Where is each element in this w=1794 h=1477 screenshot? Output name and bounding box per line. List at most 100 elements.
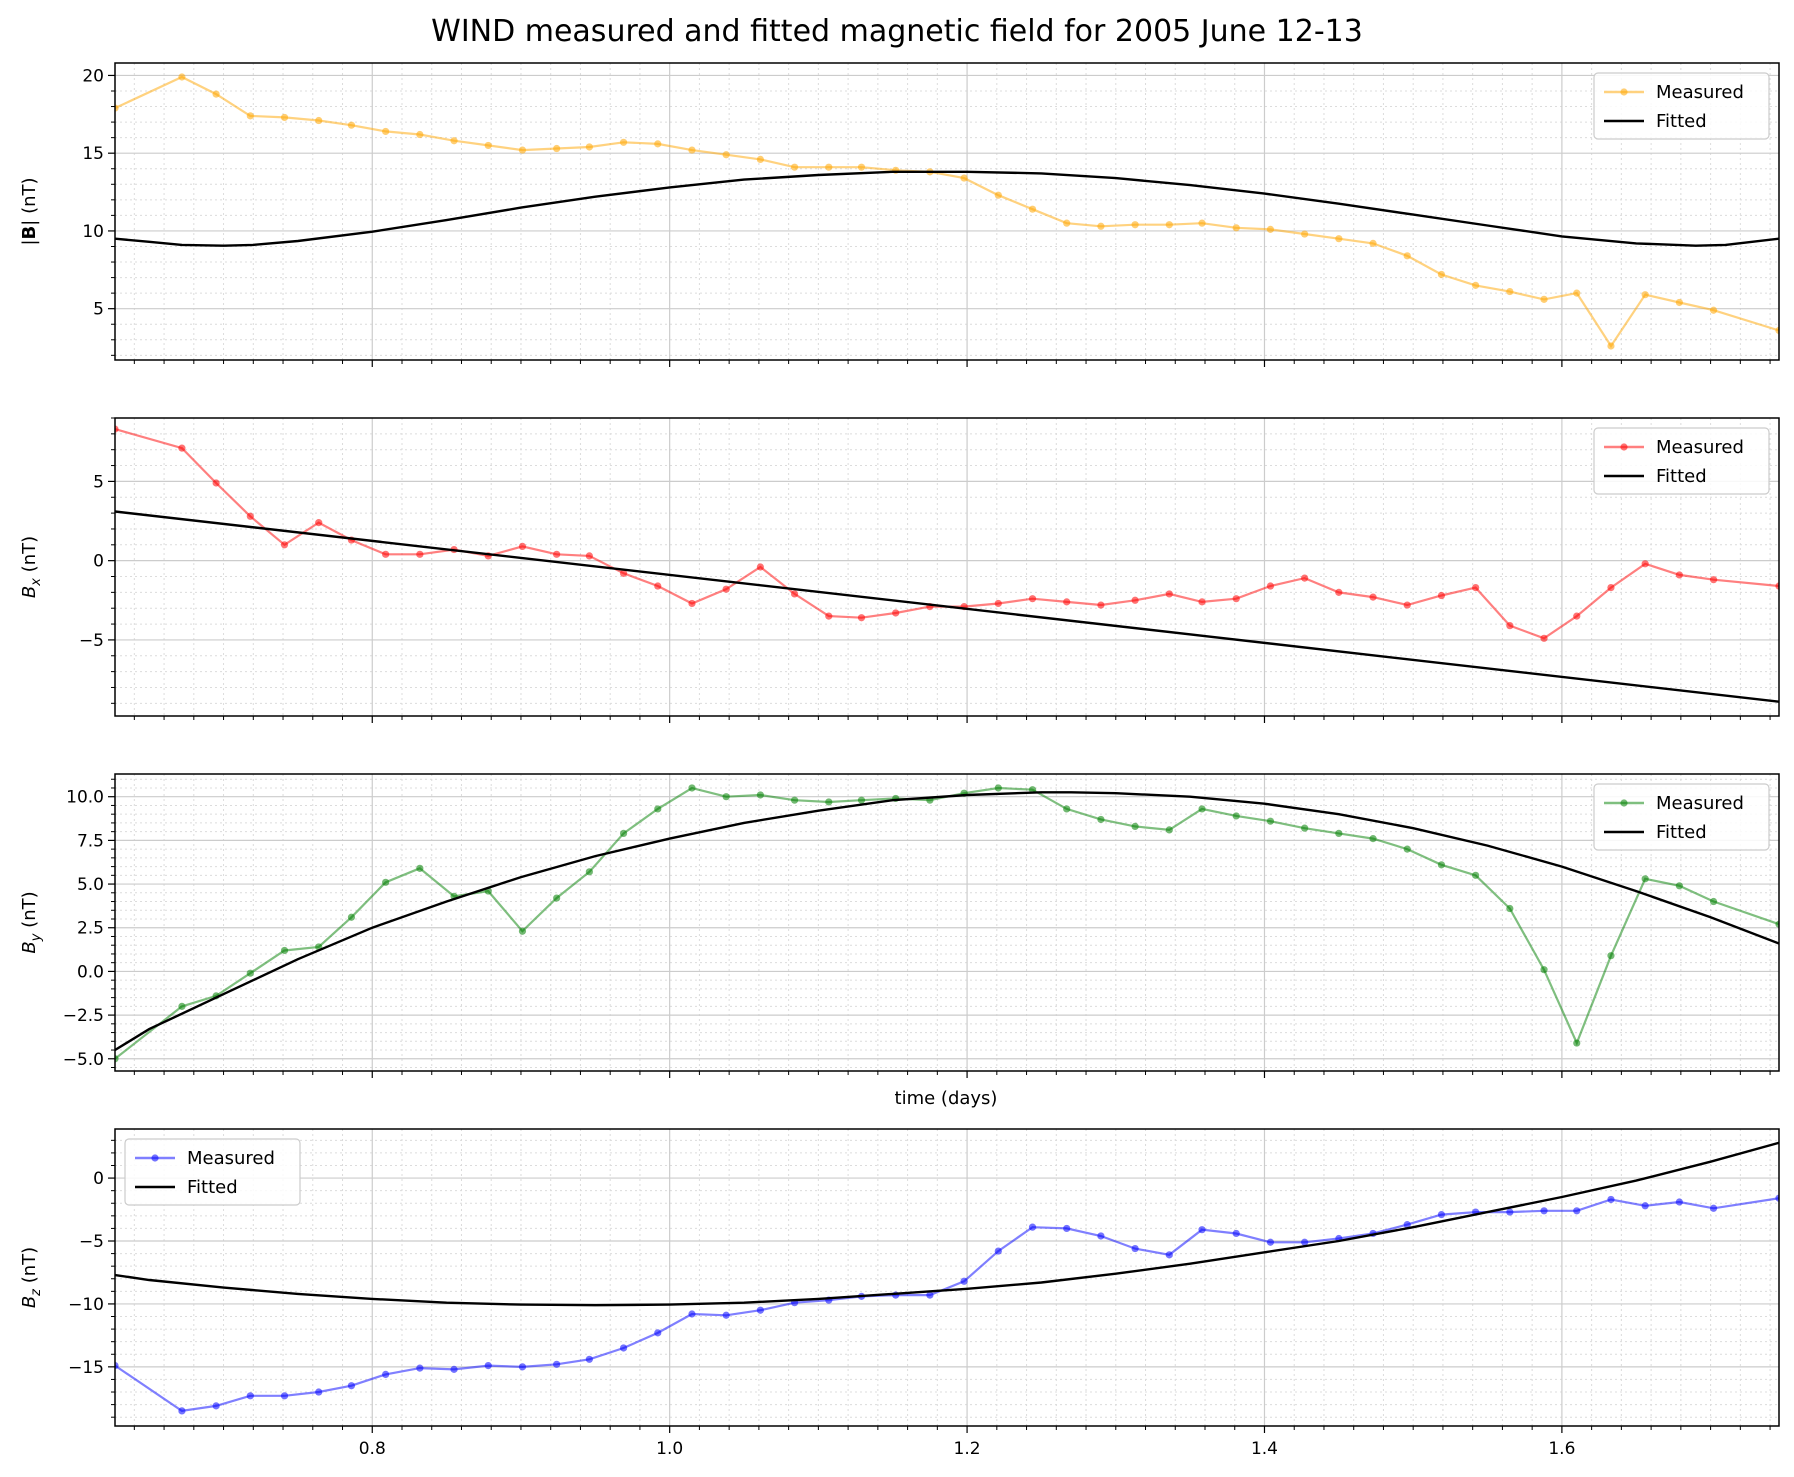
measured-data-point	[722, 151, 730, 159]
legend-label: Fitted	[187, 1177, 238, 1198]
legend-label: Fitted	[1656, 822, 1707, 843]
legend-label: Measured	[1656, 437, 1744, 458]
measured-data-point	[115, 104, 119, 112]
measured-data-point	[1641, 875, 1649, 883]
measured-data-point	[619, 569, 628, 577]
measured-data-point	[994, 784, 1002, 792]
y-tick-label: 7.5	[77, 831, 104, 851]
measured-data-point	[1403, 601, 1411, 609]
y-tick-label: −15	[68, 1358, 104, 1378]
y-tick-label: 0.0	[77, 962, 104, 982]
measured-data-point	[585, 868, 593, 876]
measured-data-point	[246, 969, 254, 977]
y-tick-label: −5.0	[63, 1050, 104, 1070]
measured-data-point	[1369, 239, 1377, 247]
legend: Measured Fitted	[1593, 783, 1770, 851]
measured-data-point	[688, 146, 696, 154]
measured-data-point	[1028, 205, 1037, 213]
measured-data-point	[722, 793, 730, 801]
measured-data-point	[1165, 826, 1173, 834]
measured-data-point	[553, 894, 561, 902]
measured-data-point	[654, 140, 662, 148]
measured-data-point	[1369, 593, 1377, 601]
panel-By: −5.0 −2.5 0.0 2.5 5.0 7.5 10.0 By (nT) Measured F…	[19, 773, 1780, 1078]
measured-data-point	[1540, 1207, 1548, 1215]
measured-data-point	[960, 1277, 968, 1285]
measured-data-point	[347, 1382, 356, 1390]
legend: Measured Fitted	[1593, 427, 1770, 495]
measured-data-point	[1506, 904, 1514, 913]
measured-data-point	[1301, 574, 1309, 582]
y-tick-label: 15	[82, 144, 104, 164]
measured-data-point	[688, 784, 696, 792]
measured-data-point	[1573, 1207, 1581, 1215]
measured-data-point	[1709, 306, 1718, 314]
y-tick-label: −5	[79, 631, 104, 651]
measured-data-point	[178, 1002, 186, 1010]
measured-data-point	[1403, 1221, 1411, 1229]
measured-data-point	[416, 864, 424, 872]
measured-data-point	[1335, 235, 1343, 243]
measured-data-point	[756, 1306, 764, 1314]
legend-marker	[1620, 799, 1628, 807]
measured-data-point	[347, 121, 356, 129]
measured-data-point	[1709, 897, 1718, 906]
measured-data-point	[518, 927, 527, 935]
fitted-series-line	[115, 510, 1779, 703]
measured-data-point	[416, 550, 424, 558]
y-tick-label: −10	[68, 1295, 104, 1315]
measured-data-point	[246, 112, 254, 120]
measured-series-line	[115, 1197, 1779, 1413]
measured-data-point	[825, 612, 833, 620]
legend-marker	[1620, 88, 1628, 96]
measured-data-point	[1540, 634, 1548, 642]
x-tick-label: 1.2	[954, 1439, 981, 1459]
measured-series-line	[115, 786, 1779, 1060]
x-tick-label: 1.6	[1548, 1439, 1575, 1459]
measured-data-point	[1607, 342, 1615, 350]
measured-series-line	[115, 75, 1779, 349]
panel-Bx: −5 0 5 Bx (nT) Measured Fitted	[19, 417, 1780, 723]
measured-data-point	[585, 143, 593, 151]
measured-data-point	[1403, 252, 1411, 260]
measured-data-point	[1641, 1202, 1649, 1210]
measured-data-point	[1063, 219, 1071, 227]
measured-data-point	[315, 116, 323, 125]
measured-data-point	[1573, 289, 1581, 297]
legend: Measured Fitted	[124, 1138, 301, 1206]
measured-data-point	[926, 1291, 934, 1299]
plot-area-By	[115, 784, 1779, 1063]
legend: Measured Fitted	[1593, 72, 1770, 140]
measured-data-point	[1028, 1223, 1037, 1231]
measured-data-point	[1198, 598, 1206, 606]
measured-data-point	[1540, 295, 1548, 303]
measured-data-point	[1232, 595, 1240, 603]
measured-data-point	[1301, 824, 1309, 832]
legend-label: Measured	[1656, 82, 1744, 103]
measured-data-point	[484, 1361, 492, 1370]
measured-data-point	[315, 519, 323, 527]
plot-area-Bmag	[115, 73, 1779, 350]
measured-data-point	[115, 1361, 119, 1370]
y-axis-label: |B| (nT)	[19, 177, 40, 245]
measured-data-point	[280, 1392, 289, 1400]
measured-data-point	[1198, 1226, 1206, 1234]
measured-data-point	[518, 1363, 527, 1371]
measured-data-point	[1232, 224, 1240, 232]
measured-data-point	[1198, 219, 1206, 227]
measured-data-point	[857, 163, 866, 171]
measured-data-point	[1198, 805, 1206, 813]
measured-data-point	[1641, 560, 1649, 568]
axes-frame	[114, 62, 1780, 361]
measured-data-point	[585, 552, 593, 560]
legend-marker	[1620, 443, 1628, 451]
plot-area-Bx	[115, 425, 1779, 703]
measured-data-point	[790, 590, 799, 598]
fitted-series-line	[115, 791, 1779, 1052]
measured-data-point	[1775, 326, 1779, 335]
measured-data-point	[1131, 822, 1139, 831]
measured-data-point	[1165, 221, 1173, 229]
x-tick-label: 1.0	[656, 1439, 683, 1459]
measured-data-point	[416, 130, 424, 139]
measured-data-point	[1675, 298, 1683, 307]
